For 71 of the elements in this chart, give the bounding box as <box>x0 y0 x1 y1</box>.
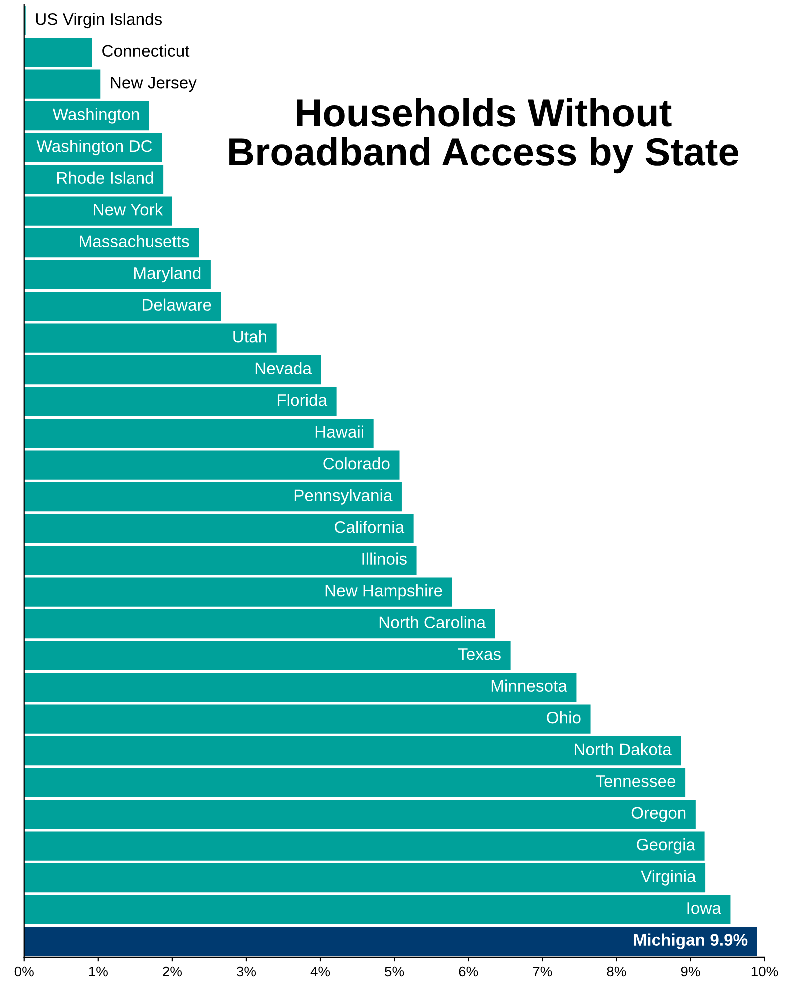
y-tick-label: Massachusetts <box>80 235 190 248</box>
y-tick-label: Washington DC <box>36 140 152 156</box>
bar <box>24 672 577 702</box>
y-tick-label: California <box>335 521 405 534</box>
bar <box>24 768 686 798</box>
bar <box>24 863 706 893</box>
x-tick-label: 2% <box>163 966 182 977</box>
bar <box>24 387 337 416</box>
y-tick-label: Georgia <box>637 838 696 854</box>
x-tick-label: 7% <box>533 966 552 977</box>
text: Households Without Broadband Access by State <box>230 98 739 174</box>
y-tick-label: Oregon <box>632 807 686 822</box>
bar <box>24 355 322 385</box>
y-tick-label: US Virgin Islands <box>36 13 162 29</box>
bar <box>24 228 200 258</box>
x-tick-label: 9% <box>681 966 700 977</box>
bar <box>24 164 164 194</box>
x-tick-label: 8% <box>607 966 626 977</box>
bar <box>24 926 758 956</box>
bar <box>24 260 211 290</box>
category-label: Michigan 9.9% <box>634 934 748 950</box>
bar <box>24 578 452 607</box>
y-tick-label: Delaware <box>143 298 212 312</box>
bar <box>24 70 101 99</box>
y-tick-label: Connecticut <box>102 44 190 58</box>
bar <box>24 324 277 353</box>
y-tick-label: Florida <box>278 394 328 406</box>
y-tick-label: Hawaii <box>316 426 364 438</box>
bar <box>24 101 150 131</box>
x-tick-label: 6% <box>459 966 478 977</box>
y-tick-label: Ohio <box>547 712 581 724</box>
bar <box>24 292 222 322</box>
x-tick-label: 3% <box>236 966 256 977</box>
bar <box>24 133 162 162</box>
y-tick-label: Pennsylvania <box>294 489 393 505</box>
bar <box>24 418 374 448</box>
bar <box>24 736 682 766</box>
x-tick-label: 5% <box>385 966 404 977</box>
y-tick-label: New Jersey <box>111 77 197 92</box>
bar <box>24 546 417 576</box>
bar <box>24 609 496 639</box>
y-tick-label: New York <box>94 204 164 216</box>
bar <box>24 800 696 830</box>
y-tick-label: Illinois <box>362 552 407 566</box>
bar <box>24 895 731 924</box>
x-tick-label: 4% <box>310 966 330 977</box>
bar <box>24 832 705 861</box>
bar <box>24 641 511 670</box>
y-tick-label: North Carolina <box>380 616 486 629</box>
x-tick-label: 10% <box>752 966 778 977</box>
bar <box>24 450 400 480</box>
y-tick-label: Texas <box>458 648 501 660</box>
y-tick-label: New Hampshire <box>326 584 442 600</box>
y-tick-label: Utah <box>234 330 267 343</box>
y-tick-label: Tennessee <box>596 776 676 788</box>
y-tick-label: Maryland <box>134 267 201 283</box>
bar <box>24 514 414 544</box>
x-tick-label: 0% <box>14 966 34 977</box>
y-tick-label: Nevada <box>256 362 312 375</box>
bar <box>24 704 591 734</box>
y-tick-label: North Dakota <box>575 743 672 756</box>
y-tick-label: Minnesota <box>492 680 568 692</box>
bar <box>24 38 92 68</box>
y-tick-label: Iowa <box>688 902 722 914</box>
x-tick-label: 1% <box>89 966 108 977</box>
bar <box>24 196 172 226</box>
bar <box>24 482 402 512</box>
y-tick-label: Virginia <box>641 870 696 886</box>
y-tick-label: Rhode Island <box>57 172 154 184</box>
y-tick-label: Washington <box>52 108 140 124</box>
y-tick-label: Colorado <box>324 458 390 470</box>
